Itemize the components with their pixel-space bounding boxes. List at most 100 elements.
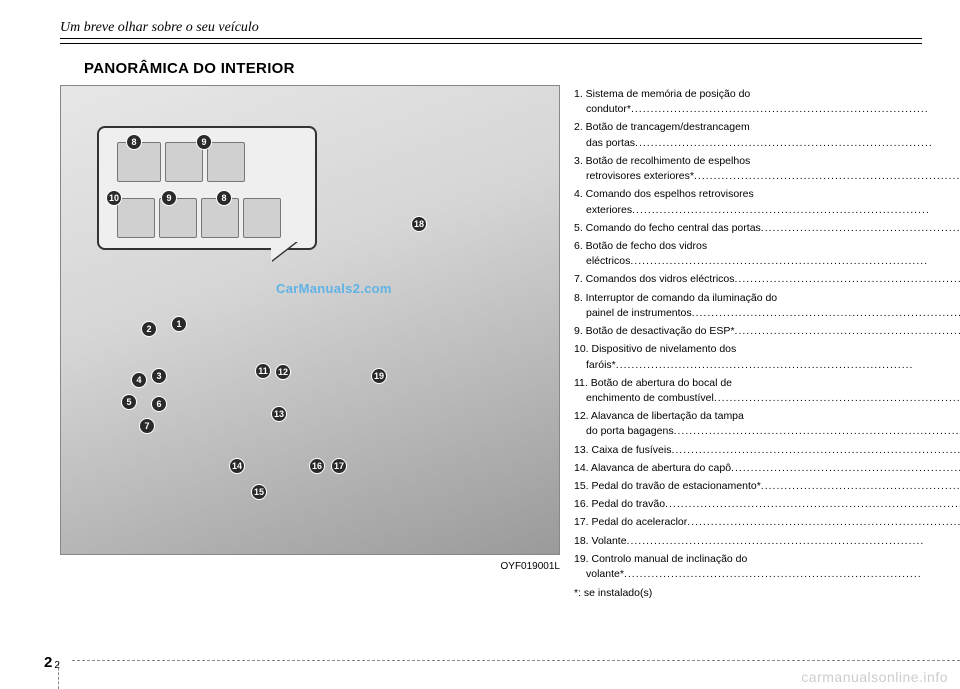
leader-dots: ........................................… — [632, 203, 960, 218]
leader-dots: ........................................… — [674, 424, 960, 439]
callout-18: 18 — [411, 216, 427, 232]
item-text-cont: painel de instrumentos — [586, 306, 692, 321]
leader-dots: ........................................… — [714, 391, 960, 406]
footer-dash-horizontal — [72, 660, 960, 661]
item-text-cont: retrovisores exteriores* — [586, 169, 694, 184]
leader-dots: ........................................… — [761, 479, 960, 494]
page-number: 2 2 — [44, 654, 60, 671]
list-item: 8. Interruptor de comando da iluminação … — [574, 291, 960, 321]
item-text: 1. Sistema de memória de posição do — [574, 87, 960, 102]
list-item: 19. Controlo manual de inclinação dovola… — [574, 552, 960, 582]
leader-dots: ........................................… — [694, 169, 960, 184]
header-rule-bottom — [60, 43, 922, 44]
item-text: 7. Comandos dos vidros eléctricos — [586, 272, 735, 287]
page-number-chapter: 2 — [44, 654, 52, 671]
item-text: 14. Alavanca de abertura do capô — [586, 461, 731, 476]
switch-cell — [207, 142, 245, 182]
list-item: 16. Pedal do travão.....................… — [574, 497, 960, 512]
leader-dots: ........................................… — [761, 221, 960, 236]
item-text: 5. Comando do fecho central das portas — [586, 221, 761, 236]
list-item: 6. Botão de fecho dos vidroseléctricos..… — [574, 239, 960, 269]
callout-1: 1 — [171, 316, 187, 332]
inset-pointer — [271, 241, 297, 261]
item-text-cont: exteriores — [586, 203, 632, 218]
page-number-page: 2 — [54, 660, 60, 671]
list-item: 18. Volante.............................… — [574, 534, 960, 549]
figure-code: OYF019001L — [60, 561, 560, 572]
item-text-cont: faróis* — [586, 358, 616, 373]
callout-6: 6 — [151, 396, 167, 412]
item-text: 2. Botão de trancagem/destrancagem — [574, 120, 960, 135]
callout-10: 10 — [106, 190, 122, 206]
header-rule-top: Um breve olhar sobre o seu veículo — [60, 20, 922, 39]
footnote: *: se instalado(s) — [574, 586, 960, 601]
callout-5: 5 — [121, 394, 137, 410]
callout-15: 15 — [251, 484, 267, 500]
callout-16: 16 — [309, 458, 325, 474]
callout-3: 3 — [151, 368, 167, 384]
leader-dots: ........................................… — [671, 443, 960, 458]
item-text: 11. Botão de abertura do bocal de — [574, 376, 960, 391]
chapter-title: Um breve olhar sobre o seu veículo — [60, 20, 922, 36]
item-text-cont: eléctricos — [586, 254, 630, 269]
manual-page: Um breve olhar sobre o seu veículo PANOR… — [0, 0, 960, 689]
list-item: 5. Comando do fecho central das portas..… — [574, 221, 960, 236]
switch-cell — [165, 142, 203, 182]
item-text: 18. Volante — [586, 534, 627, 549]
list-item: 11. Botão de abertura do bocal deenchime… — [574, 376, 960, 406]
callout-7: 7 — [139, 418, 155, 434]
item-text: 15. Pedal do travão de estacionamento* — [586, 479, 761, 494]
leader-dots: ........................................… — [687, 515, 960, 530]
callout-4: 4 — [131, 372, 147, 388]
item-text: 3. Botão de recolhimento de espelhos — [574, 154, 960, 169]
switch-cell — [117, 198, 155, 238]
callout-9: 9 — [196, 134, 212, 150]
leader-dots: ........................................… — [627, 534, 960, 549]
leader-dots: ........................................… — [665, 497, 960, 512]
item-text: 13. Caixa de fusíveis — [586, 443, 671, 458]
list-item: 7. Comandos dos vidros eléctricos.......… — [574, 272, 960, 287]
item-text: 16. Pedal do travão — [586, 497, 665, 512]
callout-12: 12 — [275, 364, 291, 380]
leader-dots: ........................................… — [735, 324, 960, 339]
inset-row-bottom — [117, 198, 281, 238]
list-item: 17. Pedal do aceleraclor................… — [574, 515, 960, 530]
list-item: 3. Botão de recolhimento de espelhosretr… — [574, 154, 960, 184]
item-text-cont: enchimento de combustível — [586, 391, 714, 406]
list-item: 10. Dispositivo de nivelamento dosfaróis… — [574, 342, 960, 372]
item-text: 6. Botão de fecho dos vidros — [574, 239, 960, 254]
feature-list: 1. Sistema de memória de posição docondu… — [574, 85, 960, 602]
item-text: 17. Pedal do aceleraclor — [586, 515, 687, 530]
callout-2: 2 — [141, 321, 157, 337]
leader-dots: ........................................… — [635, 136, 960, 151]
list-item: 2. Botão de trancagem/destrancagemdas po… — [574, 120, 960, 150]
list-item: 15. Pedal do travão de estacionamento*..… — [574, 479, 960, 494]
item-text-cont: volante* — [586, 567, 624, 582]
footer-watermark: carmanualsonline.info — [801, 669, 948, 685]
item-text: 9. Botão de desactivação do ESP* — [586, 324, 735, 339]
callout-8: 8 — [216, 190, 232, 206]
item-text: 10. Dispositivo de nivelamento dos — [574, 342, 960, 357]
item-text: 12. Alavanca de libertação da tampa — [574, 409, 960, 424]
callout-14: 14 — [229, 458, 245, 474]
leader-dots: ........................................… — [616, 358, 960, 373]
callout-8: 8 — [126, 134, 142, 150]
figure-column: CarManuals2.com 891098181234567111219131… — [60, 85, 560, 602]
item-text-cont: do porta bagagens — [586, 424, 674, 439]
item-text-cont: das portas — [586, 136, 635, 151]
interior-illustration: CarManuals2.com 891098181234567111219131… — [60, 85, 560, 555]
callout-9: 9 — [161, 190, 177, 206]
content-row: CarManuals2.com 891098181234567111219131… — [60, 85, 922, 602]
leader-dots: ........................................… — [630, 254, 960, 269]
list-item: 14. Alavanca de abertura do capô........… — [574, 461, 960, 476]
leader-dots: ........................................… — [631, 102, 960, 117]
callout-11: 11 — [255, 363, 271, 379]
image-watermark: CarManuals2.com — [276, 281, 392, 296]
item-text: 4. Comando dos espelhos retrovisores — [574, 187, 960, 202]
switch-cell — [243, 198, 281, 238]
list-item: 12. Alavanca de libertação da tampado po… — [574, 409, 960, 439]
callout-13: 13 — [271, 406, 287, 422]
leader-dots: ........................................… — [692, 306, 960, 321]
item-text: 19. Controlo manual de inclinação do — [574, 552, 960, 567]
list-item: 9. Botão de desactivação do ESP*........… — [574, 324, 960, 339]
